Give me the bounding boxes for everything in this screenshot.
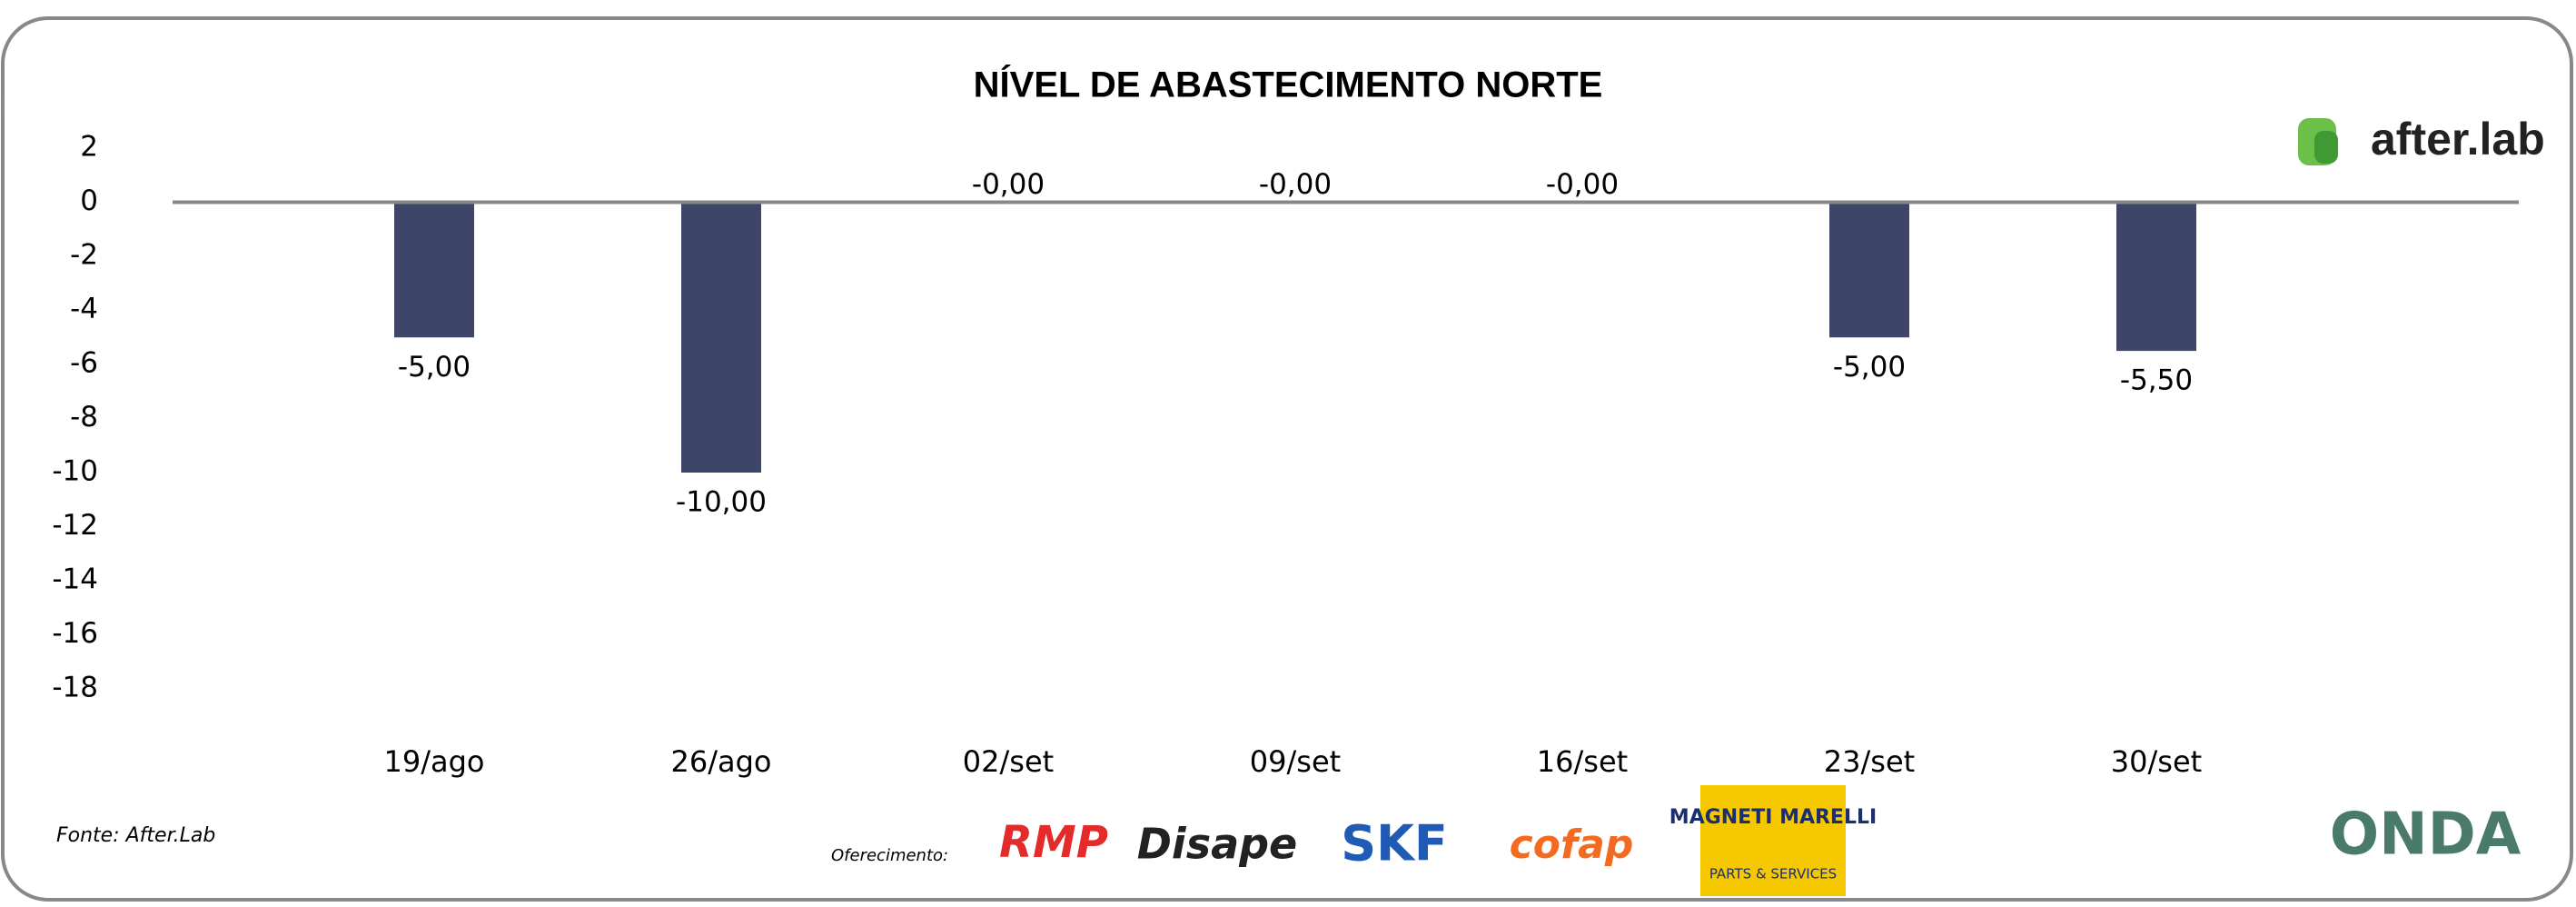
brand-logo: after.lab (2298, 114, 2545, 165)
bar (681, 202, 761, 473)
x-tick-label: 30/set (2111, 744, 2202, 779)
logo: ONDA (2330, 802, 2522, 869)
data-label: -0,00 (1546, 168, 1619, 201)
logo: cofap (1510, 822, 1634, 868)
data-label: -5,50 (2120, 364, 2193, 397)
x-tick-label: 23/set (1824, 744, 1915, 779)
bar (1829, 202, 1909, 338)
data-label: -10,00 (676, 486, 767, 519)
logo: MAGNETI MARELLI (1669, 806, 1877, 829)
y-tick-label: -12 (52, 509, 98, 542)
y-tick-label: -10 (52, 455, 98, 488)
data-label: -5,00 (398, 351, 471, 384)
bar (394, 202, 474, 338)
y-tick-label: -6 (70, 347, 98, 380)
source: Fonte: After.Lab (56, 824, 215, 847)
logo: PARTS & SERVICES (1709, 866, 1837, 882)
x-tick-label: 16/set (1537, 744, 1628, 779)
frame (1, 16, 2573, 902)
x-tick-label: 19/ago (384, 744, 485, 779)
data-label: -0,00 (972, 168, 1045, 201)
y-tick-label: 2 (80, 131, 98, 164)
data-label: -0,00 (1259, 168, 1332, 201)
y-tick-label: -18 (52, 672, 98, 704)
x-tick-label: 26/ago (671, 744, 772, 779)
y-tick-label: -8 (70, 401, 98, 434)
x-tick-label: 09/set (1250, 744, 1341, 779)
y-tick-label: 0 (80, 184, 98, 217)
data-label: -5,00 (1833, 351, 1906, 384)
logo: RMP (999, 817, 1108, 868)
logo: Disape (1137, 820, 1298, 869)
sponsor-label: Oferecimento: (831, 846, 948, 865)
y-tick-label: -4 (70, 293, 98, 325)
brand-icon (2314, 131, 2338, 164)
y-tick-label: -14 (52, 563, 98, 596)
logo-box (1700, 785, 1846, 896)
brand-text: after.lab (2371, 114, 2545, 164)
y-tick-label: -16 (52, 617, 98, 650)
bar (2116, 202, 2196, 352)
logo: SKF (1341, 815, 1448, 872)
x-tick-label: 02/set (963, 744, 1054, 779)
y-tick-label: -2 (70, 239, 98, 272)
chart-title: NÍVEL DE ABASTECIMENTO NORTE (974, 65, 1603, 105)
